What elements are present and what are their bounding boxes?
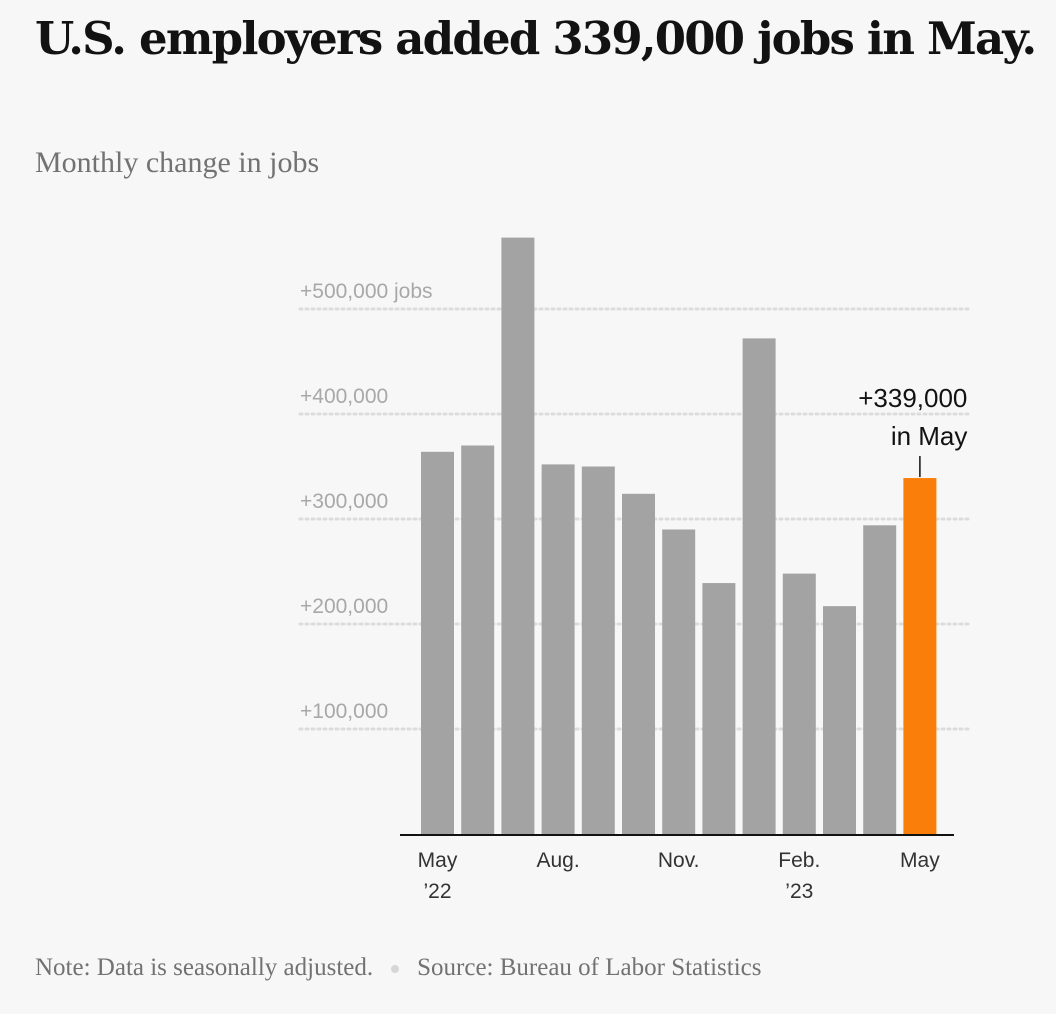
- footer-note: Note: Data is seasonally adjusted.: [35, 954, 374, 981]
- bar: [421, 451, 454, 834]
- separator-dot: [391, 965, 400, 974]
- y-tick-label: +100,000: [300, 700, 388, 723]
- bar: [581, 466, 615, 834]
- x-tick-label: ’22: [423, 880, 451, 903]
- x-tick-label: Feb.: [778, 849, 820, 872]
- bar: [662, 529, 696, 834]
- gridlines: +100,000 +200,000 +300,000 +400,000 +500,000…: [298, 280, 972, 731]
- annotation: +339,000 in May: [858, 383, 968, 478]
- bar: [823, 606, 856, 834]
- y-tick-label: +200,000: [300, 595, 388, 618]
- chart-title: U.S. employers added 339,000 jobs in May…: [35, 12, 1037, 65]
- bar: [501, 237, 535, 835]
- x-tick-label: May: [900, 849, 940, 872]
- y-tick-label: +300,000: [300, 490, 388, 513]
- footer: Note: Data is seasonally adjusted. Source…: [35, 954, 762, 982]
- bar-chart: +100,000 +200,000 +300,000 +400,000 +500,000…: [298, 237, 972, 903]
- bar: [742, 338, 776, 834]
- y-tick-label: +500,000 jobs: [300, 280, 433, 303]
- chart-subtitle: Monthly change in jobs: [35, 146, 320, 179]
- bars: [421, 237, 937, 835]
- bar: [863, 525, 897, 834]
- x-tick-label: Nov.: [658, 849, 700, 872]
- x-tick-label: ’23: [785, 880, 813, 903]
- bar: [782, 573, 816, 834]
- bar-highlight: [903, 478, 937, 834]
- footer-source: Source: Bureau of Labor Statistics: [417, 954, 762, 981]
- tick-labels: May ’22 Aug. Nov. Feb. ’23 May: [418, 849, 941, 903]
- y-tick-label: +400,000: [300, 385, 388, 408]
- x-tick-label: Aug.: [536, 849, 579, 872]
- x-tick-label: May: [418, 849, 458, 872]
- annotation-label: +339,000: [858, 383, 967, 413]
- bar: [622, 493, 655, 834]
- bar: [461, 445, 495, 834]
- annotation-label: in May: [891, 421, 968, 451]
- bar: [541, 464, 575, 834]
- bar: [702, 583, 736, 834]
